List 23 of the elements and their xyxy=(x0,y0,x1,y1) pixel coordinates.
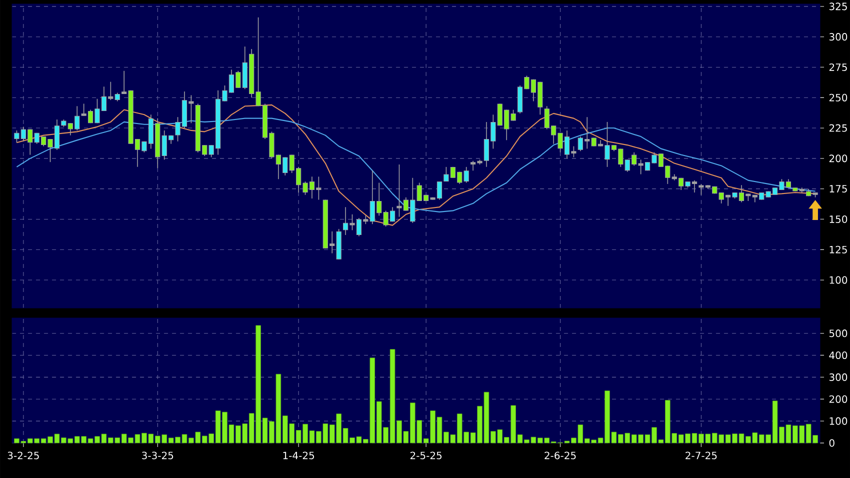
y-tick-label: 125 xyxy=(830,246,847,254)
y-tick-label: 200 xyxy=(829,154,848,162)
x-tick-label: 1-4-25 xyxy=(283,452,314,460)
y-tick-label: 500 xyxy=(829,330,848,338)
y-tick-label: 175 xyxy=(830,185,847,193)
y-tick-label: 400 xyxy=(829,351,848,360)
y-tick-label: 100 xyxy=(830,417,848,425)
line-series xyxy=(16,118,816,212)
y-tick-label: 250 xyxy=(829,94,848,102)
y-tick-label: 275 xyxy=(829,63,847,72)
y-tick-label: 300 xyxy=(829,373,848,381)
x-tick-label: 3-2-25 xyxy=(8,452,39,460)
y-tick-label: 150 xyxy=(830,215,848,224)
y-tick-label: 300 xyxy=(829,33,848,41)
y-tick-label: 200 xyxy=(829,395,848,403)
y-tick-label: 100 xyxy=(830,276,848,284)
x-tick-label: 2-6-25 xyxy=(544,452,576,460)
x-tick-label: 3-3-25 xyxy=(142,452,174,460)
y-tick-label: 325 xyxy=(829,2,847,10)
y-tick-label: 225 xyxy=(829,124,847,132)
y-tick-label: 0 xyxy=(829,439,834,447)
x-tick-label: 2-5-25 xyxy=(410,452,442,460)
x-tick-label: 2-7-25 xyxy=(686,452,717,460)
